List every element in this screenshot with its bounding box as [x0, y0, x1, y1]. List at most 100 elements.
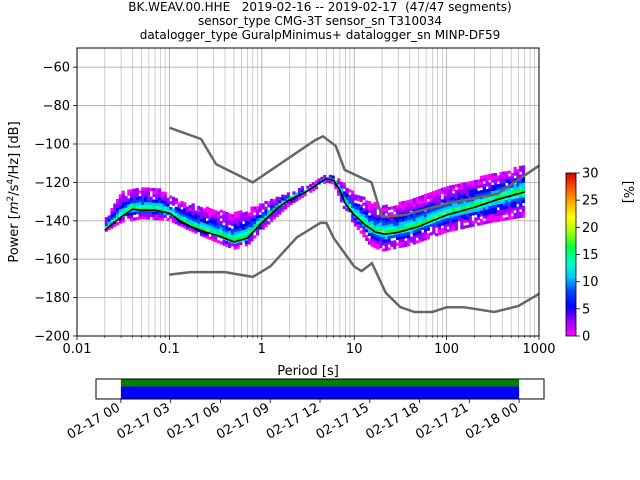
density-cell — [507, 205, 512, 209]
density-cell — [446, 194, 450, 198]
density-cell — [401, 232, 405, 236]
density-cell — [345, 199, 349, 203]
density-cell — [183, 219, 187, 223]
density-cell — [510, 207, 514, 211]
density-cell — [415, 228, 419, 232]
density-cell — [216, 231, 220, 235]
density-cell — [488, 191, 492, 195]
density-cell — [219, 232, 223, 236]
density-cell — [241, 229, 246, 233]
density-cell — [412, 203, 416, 208]
density-cell — [365, 203, 369, 207]
density-cell — [404, 209, 408, 213]
density-cell — [121, 190, 125, 194]
density-cell — [367, 209, 372, 213]
density-cell — [488, 211, 492, 215]
density-cell — [435, 192, 439, 196]
density-cell — [435, 195, 439, 199]
density-cell — [253, 226, 257, 230]
density-cell — [471, 183, 475, 187]
density-cell — [409, 227, 414, 232]
density-cell — [446, 229, 450, 233]
x-axis-label: Period [s] — [277, 364, 339, 379]
density-cell — [381, 208, 386, 212]
density-cell — [199, 207, 204, 211]
density-cell — [519, 211, 523, 216]
density-cell — [404, 226, 408, 230]
density-cell — [502, 211, 506, 216]
density-cell — [278, 208, 282, 212]
density-cell — [502, 217, 506, 221]
density-cell — [474, 191, 478, 195]
density-cell — [230, 220, 234, 224]
density-cell — [421, 200, 425, 204]
density-cell — [521, 176, 526, 181]
density-cell — [437, 226, 442, 230]
density-cell — [516, 186, 520, 190]
density-cell — [180, 223, 184, 228]
density-cell — [513, 166, 517, 170]
density-cell — [367, 215, 372, 219]
density-cell — [401, 201, 405, 205]
density-cell — [376, 232, 380, 236]
density-cell — [110, 225, 114, 229]
density-cell — [451, 202, 456, 206]
density-cell — [152, 188, 156, 192]
density-cell — [454, 215, 458, 220]
density-cell — [404, 240, 408, 245]
density-cell — [311, 182, 316, 186]
colorbar-tick-label: 0 — [582, 330, 590, 345]
density-cell — [474, 179, 478, 184]
density-cell — [426, 195, 430, 200]
density-cell — [468, 209, 472, 214]
density-cell — [118, 200, 123, 204]
density-cell — [286, 200, 290, 205]
ppsd-density — [104, 165, 526, 252]
density-cell — [471, 192, 475, 196]
density-cell — [491, 213, 495, 217]
density-cell — [219, 229, 223, 233]
density-cell — [393, 220, 397, 224]
density-cell — [157, 205, 162, 209]
density-cell — [113, 223, 117, 227]
density-cell — [477, 202, 481, 206]
density-cell — [426, 213, 430, 217]
density-cell — [255, 223, 260, 227]
density-cell — [471, 212, 475, 216]
density-cell — [225, 223, 229, 227]
density-cell — [443, 227, 447, 231]
density-cell — [423, 211, 428, 215]
density-cell — [236, 228, 240, 232]
density-cell — [435, 189, 439, 194]
density-cell — [202, 222, 206, 226]
density-cell — [342, 205, 346, 209]
density-cell — [482, 186, 486, 190]
density-cell — [367, 232, 372, 236]
density-cell — [440, 222, 444, 226]
density-cell — [208, 227, 212, 232]
density-cell — [258, 214, 262, 219]
density-cell — [261, 217, 265, 222]
density-cell — [149, 187, 153, 192]
density-cell — [510, 184, 514, 188]
density-cell — [454, 184, 458, 188]
density-cell — [351, 213, 355, 217]
density-cell — [379, 242, 383, 246]
density-cell — [440, 187, 444, 192]
density-cell — [230, 228, 234, 232]
colorbar-label: [%] — [620, 181, 635, 204]
density-cell — [345, 207, 349, 212]
density-cell — [345, 193, 349, 197]
density-cell — [471, 189, 475, 193]
density-cell — [437, 200, 442, 204]
density-cell — [460, 211, 464, 215]
density-cell — [297, 196, 302, 200]
density-cell — [239, 241, 243, 246]
density-cell — [267, 204, 271, 208]
density-cell — [264, 209, 268, 213]
density-cell — [460, 226, 464, 230]
density-cell — [213, 224, 218, 228]
density-cell — [451, 227, 456, 232]
density-cell — [185, 220, 190, 225]
density-cell — [337, 181, 341, 185]
